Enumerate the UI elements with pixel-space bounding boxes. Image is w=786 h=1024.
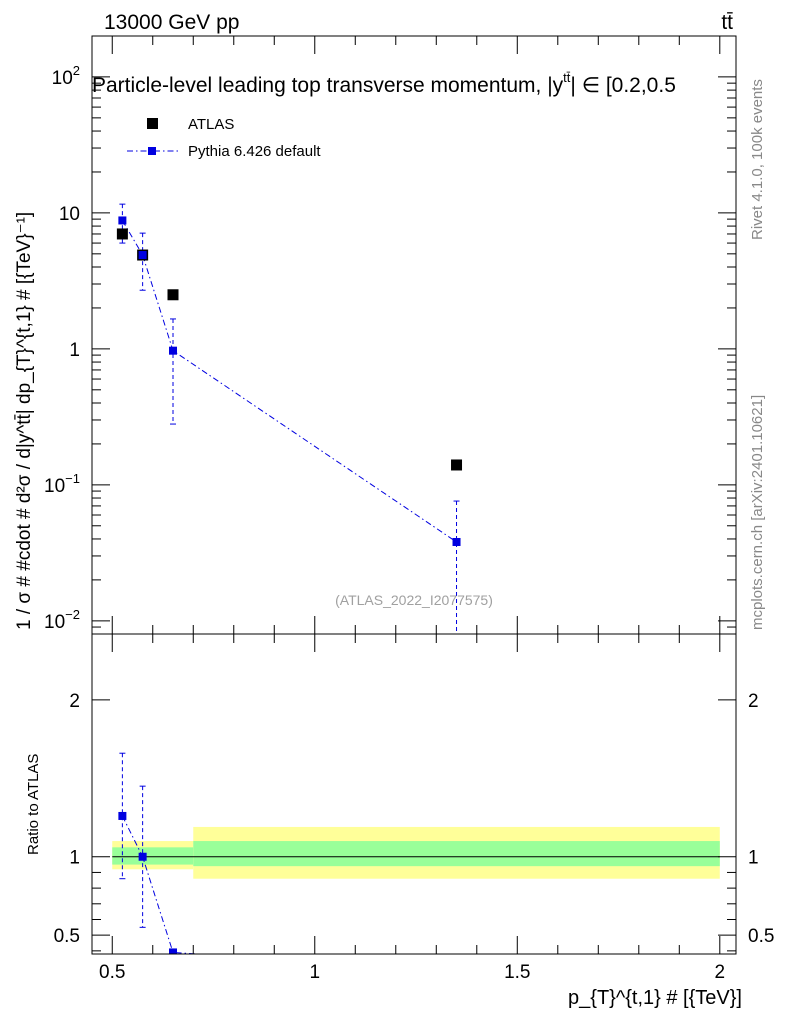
ratio-pythia-point: [453, 967, 461, 975]
ratio-y-tick-label-right: 0.5: [748, 926, 774, 947]
watermark-label: (ATLAS_2022_I2077575): [335, 592, 493, 608]
atlas-point: [451, 459, 463, 471]
ratio-y-tick-label: 0.5: [54, 926, 80, 947]
x-tick-label: 0.5: [99, 962, 125, 983]
pythia-line: [121, 220, 457, 543]
ratio-pythia-line: [121, 815, 205, 954]
x-tick-label: 1.5: [504, 962, 530, 983]
legend-atlas-marker: [147, 118, 158, 129]
ratio-pythia-point: [169, 948, 178, 954]
header-energy-label: 13000 GeV pp: [104, 11, 239, 34]
main-y-tick-label: 102: [52, 63, 80, 89]
ratio-y-tick-label-right: 1: [748, 848, 759, 869]
main-title: Particle-level leading top transverse mo…: [92, 70, 676, 97]
rivet-version-label: Rivet 4.1.0, 100k events: [749, 79, 766, 240]
pythia-point: [118, 216, 127, 225]
main-y-tick-label: 1: [69, 340, 80, 361]
main-y-axis-label: 1 / σ # #cdot # d²σ / d|y^tt̄| dp_{T}^{t…: [14, 212, 35, 630]
atlas-point: [116, 228, 128, 240]
ratio-y-tick-label: 2: [69, 691, 80, 712]
main-y-tick-label: 10: [59, 204, 80, 225]
legend-pythia-marker: [148, 147, 156, 155]
ratio-stat-band: [112, 847, 194, 865]
x-axis-label: p_{T}^{t,1} # [{TeV}]: [568, 987, 742, 1009]
ratio-y-tick-label: 1: [69, 848, 80, 869]
ratio-y-tick-label-right: 2: [748, 691, 759, 712]
ratio-frame: [91, 633, 737, 955]
pythia-point: [452, 537, 461, 546]
ratio-panel: 0.5 0.5 1 1 2 2 0.5 1 1.5 2 Ratio to ATLAS p_{T}^…: [25, 633, 774, 1009]
legend-atlas-label: ATLAS: [188, 116, 234, 133]
main-y-tick-label: 10−1: [44, 471, 80, 497]
legend: ATLAS Pythia 6.426 default: [127, 116, 321, 160]
legend-pythia-label: Pythia 6.426 default: [188, 143, 321, 160]
ratio-pythia-point: [118, 811, 127, 820]
atlas-point: [167, 289, 179, 301]
x-tick-label: 1: [309, 962, 320, 983]
ratio-y-axis-label: Ratio to ATLAS: [25, 754, 42, 855]
main-y-tick-label: 10−2: [44, 607, 80, 633]
header-process-label: tt̄: [721, 11, 733, 34]
mcplots-label: mcplots.cern.ch [arXiv:2401.10621]: [749, 395, 766, 630]
x-tick-label: 2: [715, 962, 726, 983]
main-panel: 10−2 10−1 1 10 102 Particle-level leading to…: [14, 35, 737, 635]
ratio-stat-band: [193, 841, 720, 867]
ratio-pythia-point: [138, 852, 147, 861]
pythia-point: [169, 346, 178, 355]
pythia-point: [138, 251, 147, 260]
